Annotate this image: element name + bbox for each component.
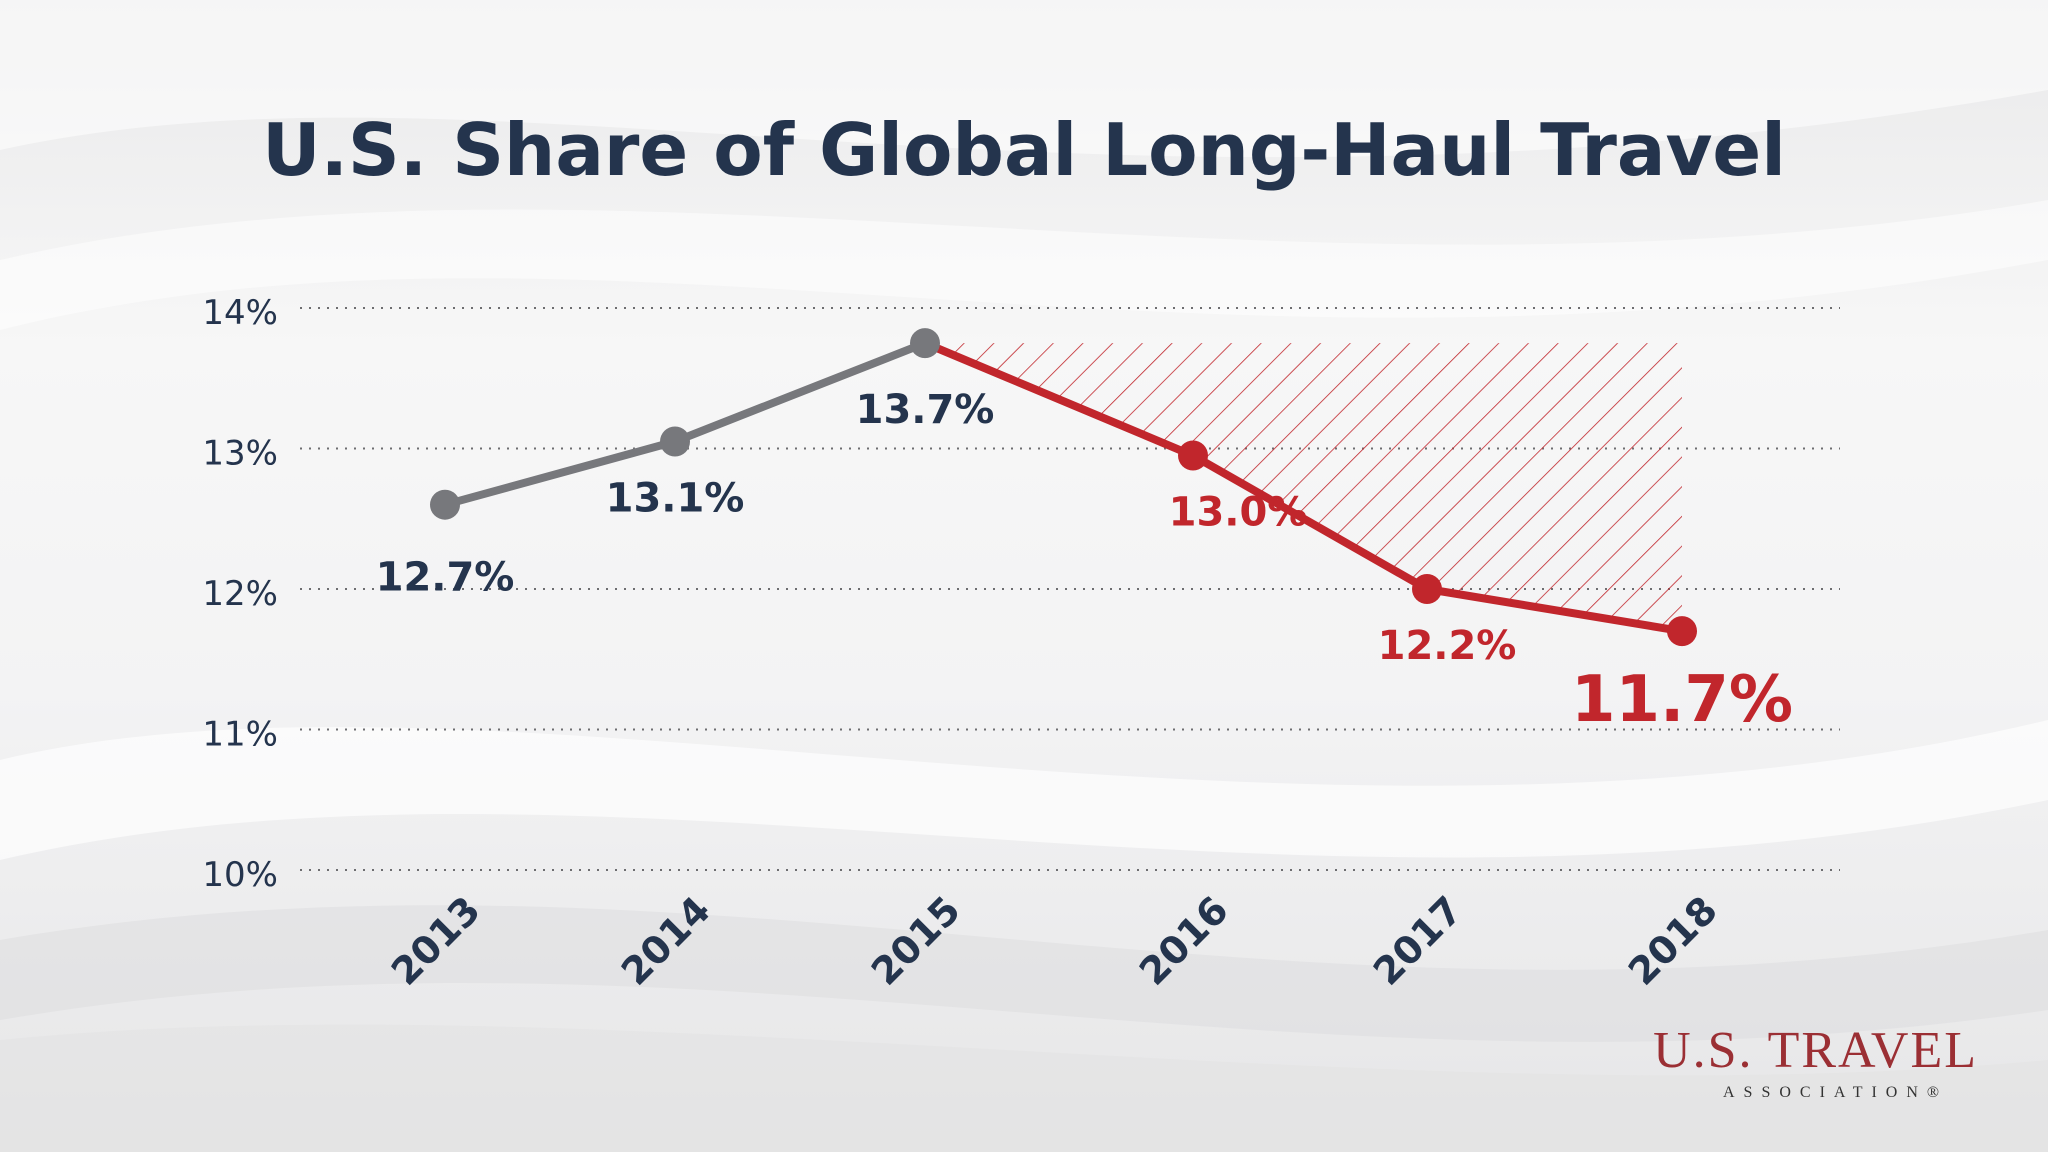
logo-sub-text: ASSOCIATION®: [1723, 1084, 1949, 1101]
y-tick-label: 13%: [202, 434, 278, 474]
data-label: 13.7%: [856, 387, 995, 433]
data-label: 11.7%: [1571, 663, 1793, 737]
x-tick-label: 2014: [613, 888, 719, 994]
y-tick-label: 10%: [202, 855, 278, 895]
y-tick-label: 14%: [202, 293, 278, 333]
x-tick-label: 2018: [1620, 888, 1726, 994]
decline-hatch-area: [925, 343, 1682, 632]
x-tick-label: 2015: [863, 888, 969, 994]
data-point: [1412, 574, 1442, 604]
x-tick-label: 2016: [1131, 888, 1237, 994]
data-point: [910, 328, 940, 359]
data-label: 12.7%: [376, 555, 515, 601]
data-label: 12.2%: [1378, 623, 1517, 669]
us-travel-logo: U.S. TRAVEL ASSOCIATION®: [1653, 1022, 1978, 1102]
y-tick-label: 11%: [202, 715, 278, 755]
chart-title: U.S. Share of Global Long-Haul Travel: [262, 108, 1786, 192]
data-point: [430, 489, 460, 520]
logo-main-text: U.S. TRAVEL: [1653, 1022, 1978, 1079]
y-tick-label: 12%: [202, 574, 278, 614]
data-label: 13.0%: [1169, 490, 1308, 536]
x-tick-label: 2017: [1365, 888, 1471, 994]
data-point: [1178, 440, 1208, 471]
series-line-red: [923, 339, 1683, 636]
x-tick-label: 2013: [383, 888, 489, 994]
data-point: [1667, 616, 1697, 647]
data-point: [660, 426, 690, 457]
data-label: 13.1%: [606, 475, 745, 521]
